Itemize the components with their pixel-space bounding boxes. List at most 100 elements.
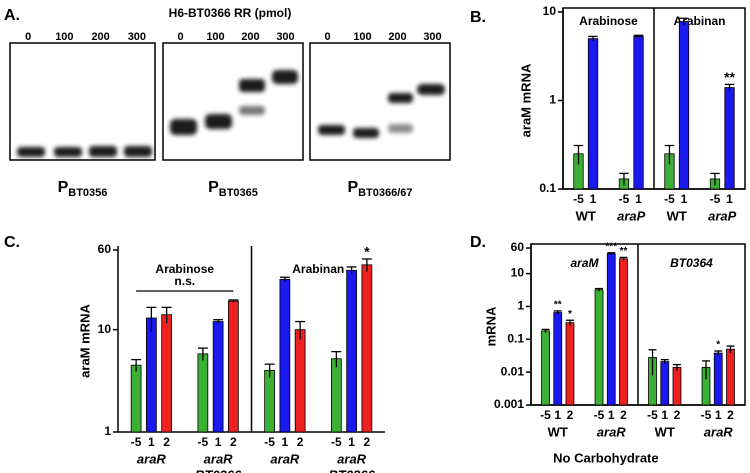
gel-band bbox=[353, 128, 379, 138]
gel-band bbox=[239, 79, 265, 92]
y-tick-label: 0.1 bbox=[507, 331, 524, 345]
x-tick-label: -5 bbox=[664, 192, 675, 206]
bar bbox=[161, 314, 172, 433]
y-tick-label: 10 bbox=[98, 322, 112, 336]
x-tick-label: 2 bbox=[727, 408, 734, 422]
lane-label: 100 bbox=[55, 31, 73, 43]
x-category-label: WT bbox=[655, 424, 675, 439]
gel-band bbox=[170, 119, 197, 135]
bar bbox=[678, 21, 690, 190]
bar bbox=[553, 312, 563, 406]
bar bbox=[264, 369, 275, 433]
panel-label: D. bbox=[470, 234, 486, 251]
x-tick-label: 1 bbox=[215, 435, 222, 449]
bar bbox=[606, 253, 616, 406]
panel-label: B. bbox=[470, 9, 486, 26]
x-tick-label: 2 bbox=[674, 408, 681, 422]
lane-label: 100 bbox=[353, 31, 371, 43]
bar bbox=[228, 300, 239, 433]
x-tick-label: 1 bbox=[726, 192, 733, 206]
panel-label: A. bbox=[4, 7, 20, 24]
y-axis-label: araM mRNA bbox=[77, 304, 92, 378]
x-tick-label: -5 bbox=[573, 192, 584, 206]
x-tick-label: -5 bbox=[540, 408, 551, 422]
y-axis-label: mRNA bbox=[483, 306, 498, 346]
bar bbox=[361, 264, 373, 433]
significance-label: ** bbox=[724, 69, 735, 85]
x-tick-label: 2 bbox=[567, 408, 574, 422]
gel-band bbox=[272, 70, 298, 84]
bar bbox=[594, 289, 604, 406]
section-label: araM bbox=[570, 256, 599, 270]
bar bbox=[619, 258, 628, 406]
lane-label: 100 bbox=[206, 31, 224, 43]
bar bbox=[724, 87, 735, 190]
promoter-label: PBT0356 bbox=[58, 179, 108, 199]
x-tick-label: 2 bbox=[297, 435, 304, 449]
y-tick-label: 60 bbox=[511, 240, 525, 254]
x-category-label: araR bbox=[704, 424, 734, 439]
y-tick-label: 10 bbox=[511, 266, 525, 280]
promoter-name: P bbox=[58, 179, 69, 196]
gel-images bbox=[9, 42, 451, 161]
x-tick-label: 2 bbox=[364, 435, 371, 449]
x-category-label: araP bbox=[617, 208, 646, 223]
significance-label: *** bbox=[605, 241, 617, 252]
gel-title: H6-BT0366 RR (pmol) bbox=[169, 6, 292, 20]
significance-label: ** bbox=[620, 246, 628, 257]
gel-band bbox=[318, 125, 345, 135]
lane-label: 0 bbox=[324, 31, 330, 43]
panel-label: C. bbox=[4, 234, 20, 251]
x-tick-label: 1 bbox=[348, 435, 355, 449]
x-axis-label: No Carbohydrate bbox=[553, 450, 658, 465]
x-tick-label: 1 bbox=[715, 408, 722, 422]
x-tick-label: -5 bbox=[701, 408, 712, 422]
bar bbox=[212, 321, 224, 433]
x-tick-label: -5 bbox=[131, 435, 142, 449]
y-tick-label: 0.01 bbox=[501, 364, 525, 378]
bar bbox=[672, 366, 682, 406]
x-category-label: WT bbox=[576, 208, 596, 223]
x-category-label: araR bbox=[137, 451, 167, 466]
promoter-subscript: BT0356 bbox=[68, 187, 107, 199]
gel-band bbox=[388, 93, 413, 103]
y-tick-label: 1 bbox=[549, 93, 556, 107]
y-tick-label: 10 bbox=[543, 4, 557, 18]
y-tick-label: 1 bbox=[104, 424, 111, 438]
lane-label: 300 bbox=[128, 31, 146, 43]
bar bbox=[633, 36, 644, 190]
gel-band bbox=[89, 146, 117, 157]
bar bbox=[565, 322, 575, 406]
x-tick-label: 1 bbox=[661, 408, 668, 422]
bar bbox=[279, 278, 291, 433]
gel-frame bbox=[9, 42, 156, 161]
y-tick-label: 60 bbox=[98, 242, 112, 256]
bar bbox=[130, 364, 142, 433]
gel-band bbox=[239, 106, 265, 115]
section-label: Arabinan bbox=[292, 262, 344, 276]
x-tick-label: 2 bbox=[230, 435, 237, 449]
bar bbox=[346, 269, 357, 433]
x-category-label: WT bbox=[667, 208, 687, 223]
promoter-label: PBT0365 bbox=[208, 179, 258, 199]
bar bbox=[146, 317, 157, 433]
promoter-subscript: BT0366/67 bbox=[358, 187, 412, 199]
section-note: n.s. bbox=[174, 274, 195, 288]
significance-label: * bbox=[716, 340, 720, 351]
promoter-name: P bbox=[347, 179, 358, 196]
bar bbox=[660, 361, 670, 406]
x-category-label: araP bbox=[708, 208, 737, 223]
promoter-subscript: BT0365 bbox=[219, 187, 258, 199]
gel-frame bbox=[162, 42, 304, 161]
x-tick-label: 2 bbox=[620, 408, 627, 422]
significance-label: * bbox=[568, 309, 572, 320]
bar bbox=[541, 330, 550, 406]
x-category-label: araR bbox=[337, 451, 367, 466]
x-tick-label: 1 bbox=[282, 435, 289, 449]
y-axis-label: araM mRNA bbox=[518, 63, 533, 137]
promoter-label: PBT0366/67 bbox=[347, 179, 412, 199]
section-label: Arabinose bbox=[579, 14, 638, 28]
y-tick-label: 1 bbox=[517, 299, 524, 313]
x-tick-label: -5 bbox=[198, 435, 209, 449]
